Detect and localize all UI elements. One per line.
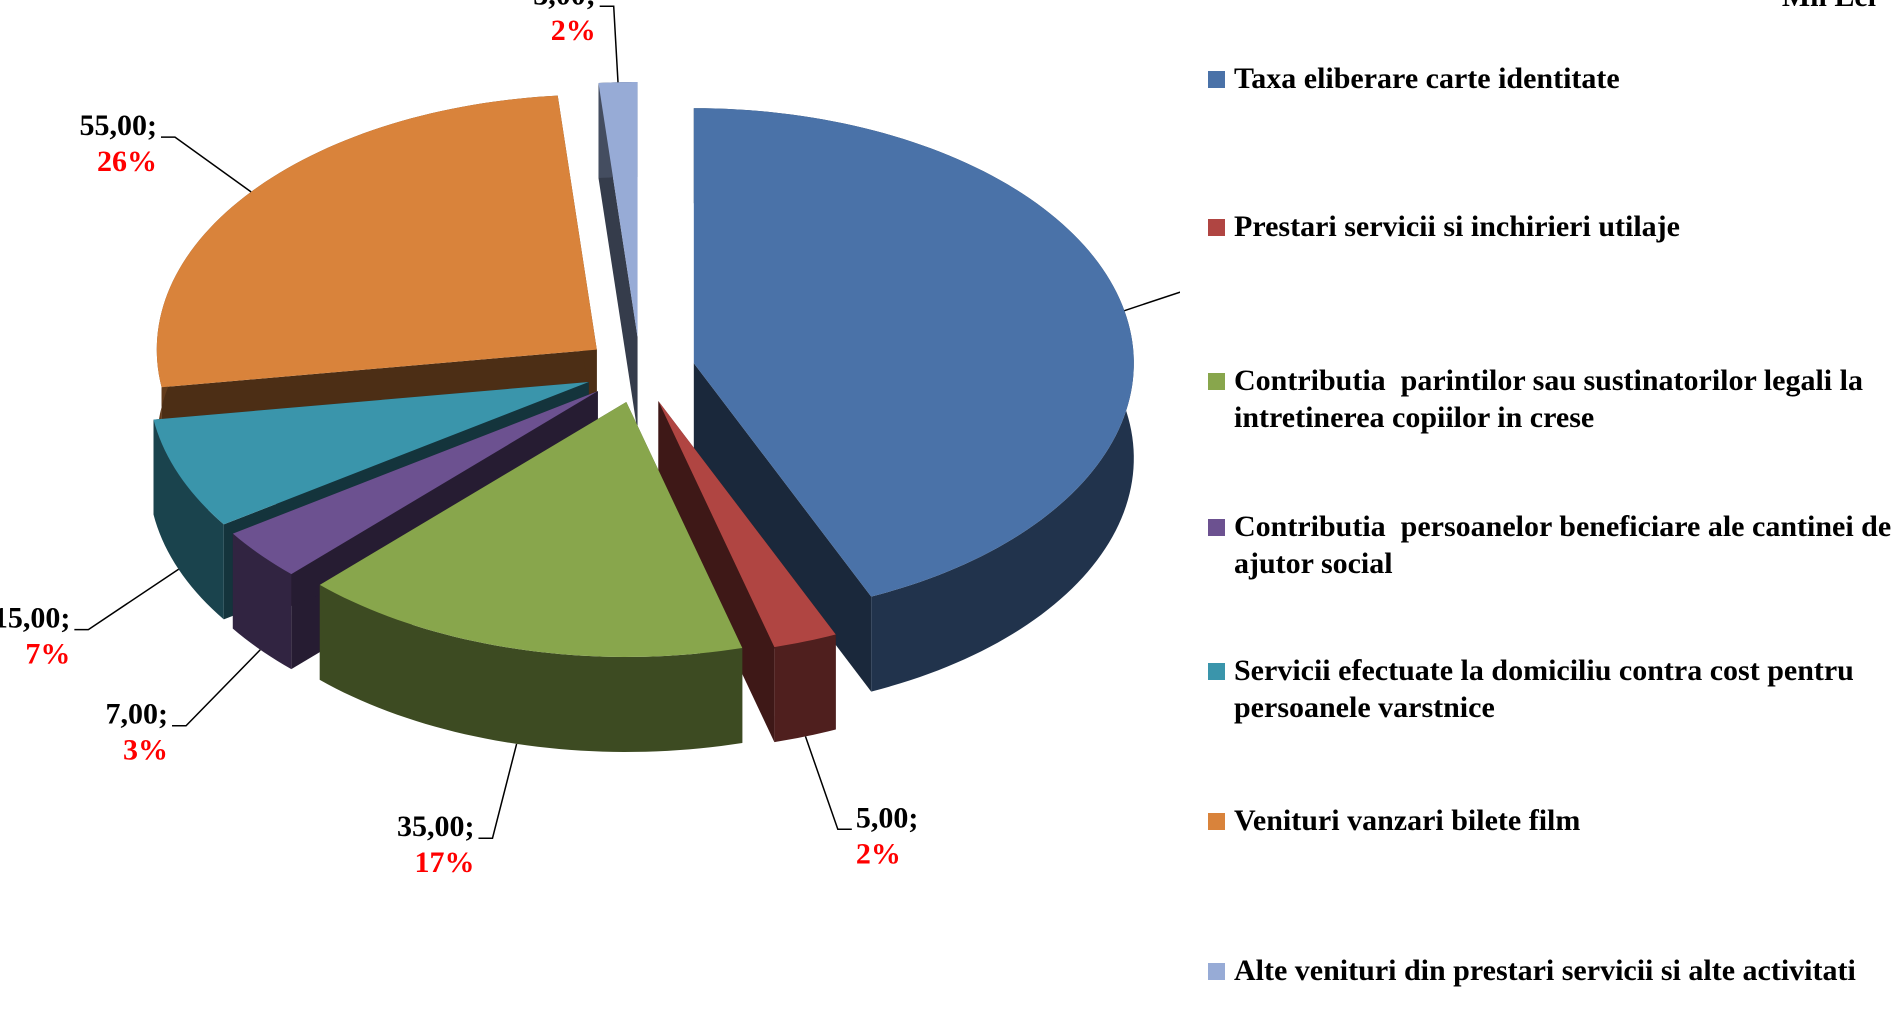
percent-label: 7% [25, 638, 70, 671]
slice-top [658, 401, 836, 648]
slice-side [658, 401, 775, 743]
slice-wall [774, 634, 836, 743]
legend-entry: Prestari servicii si inchirieri utilaje [1208, 208, 1894, 245]
leader-line [804, 736, 852, 831]
percent-label: 17% [414, 846, 474, 879]
chart: 92,00;43%5,00;2%35,00;17%7,00;3%15,00;7%… [0, 0, 1180, 879]
legend-entry: Contributia persoanelor beneficiare ale … [1208, 508, 1894, 582]
percent-label: 26% [97, 145, 157, 178]
slice-wall [153, 419, 224, 620]
legend-label: Alte venituri din prestari servicii si a… [1234, 954, 1856, 987]
slice-side [693, 363, 872, 692]
legend-entry: Venituri vanzari bilete film [1208, 802, 1894, 839]
value-label: 7,00; [106, 698, 169, 731]
slice-top [598, 82, 638, 338]
slice-wall [319, 584, 743, 752]
value-label: 55,00; [79, 109, 157, 142]
legend-entry: Servicii efectuate la domiciliu contra c… [1208, 652, 1894, 726]
slice-top [156, 95, 597, 388]
legend-swatch [1208, 71, 1225, 88]
slice-wall [232, 533, 292, 670]
slice-side [232, 391, 598, 629]
value-label: 35,00; [397, 810, 475, 843]
value-label: 3,00; [533, 0, 596, 11]
leader-line [1124, 291, 1180, 312]
slice [658, 401, 836, 743]
legend-entry: Alte venituri din prestari servicii si a… [1208, 952, 1894, 989]
leader-line [74, 568, 179, 631]
slice-top [153, 381, 589, 525]
legend-label: Servicii efectuate la domiciliu contra c… [1234, 654, 1862, 724]
value-label: 5,00; [856, 801, 919, 834]
slice [693, 108, 1134, 692]
legend-label: Contributia persoanelor beneficiare ale … [1234, 510, 1892, 580]
legend-label: Prestari servicii si inchirieri utilaje [1234, 210, 1680, 243]
unit-label: Mii Lei [1782, 0, 1876, 14]
percent-label: 2% [551, 14, 596, 47]
leader-line [478, 743, 518, 839]
legend-swatch [1208, 663, 1225, 680]
leader-line [599, 5, 619, 83]
legend-entry: Taxa eliberare carte identitate [1208, 60, 1894, 97]
slice [319, 401, 743, 752]
legend-label: Venituri vanzari bilete film [1234, 804, 1581, 837]
value-label: 15,00; [0, 602, 70, 635]
legend-swatch [1208, 813, 1225, 830]
leader-line [160, 136, 252, 193]
slice [598, 82, 638, 433]
legend-swatch [1208, 373, 1225, 390]
slice-top [319, 401, 743, 657]
legend-label: Taxa eliberare carte identitate [1234, 62, 1620, 95]
legend-entry: Contributia parintilor sau sustinatorilo… [1208, 362, 1894, 436]
legend-label: Contributia parintilor sau sustinatorilo… [1234, 364, 1871, 434]
slice-top [693, 108, 1134, 597]
legend-swatch [1208, 963, 1225, 980]
percent-label: 2% [856, 837, 901, 870]
percent-label: 3% [123, 734, 168, 767]
legend-swatch [1208, 519, 1225, 536]
slice-top [232, 391, 598, 575]
legend-swatch [1208, 219, 1225, 236]
leader-line [172, 649, 261, 727]
